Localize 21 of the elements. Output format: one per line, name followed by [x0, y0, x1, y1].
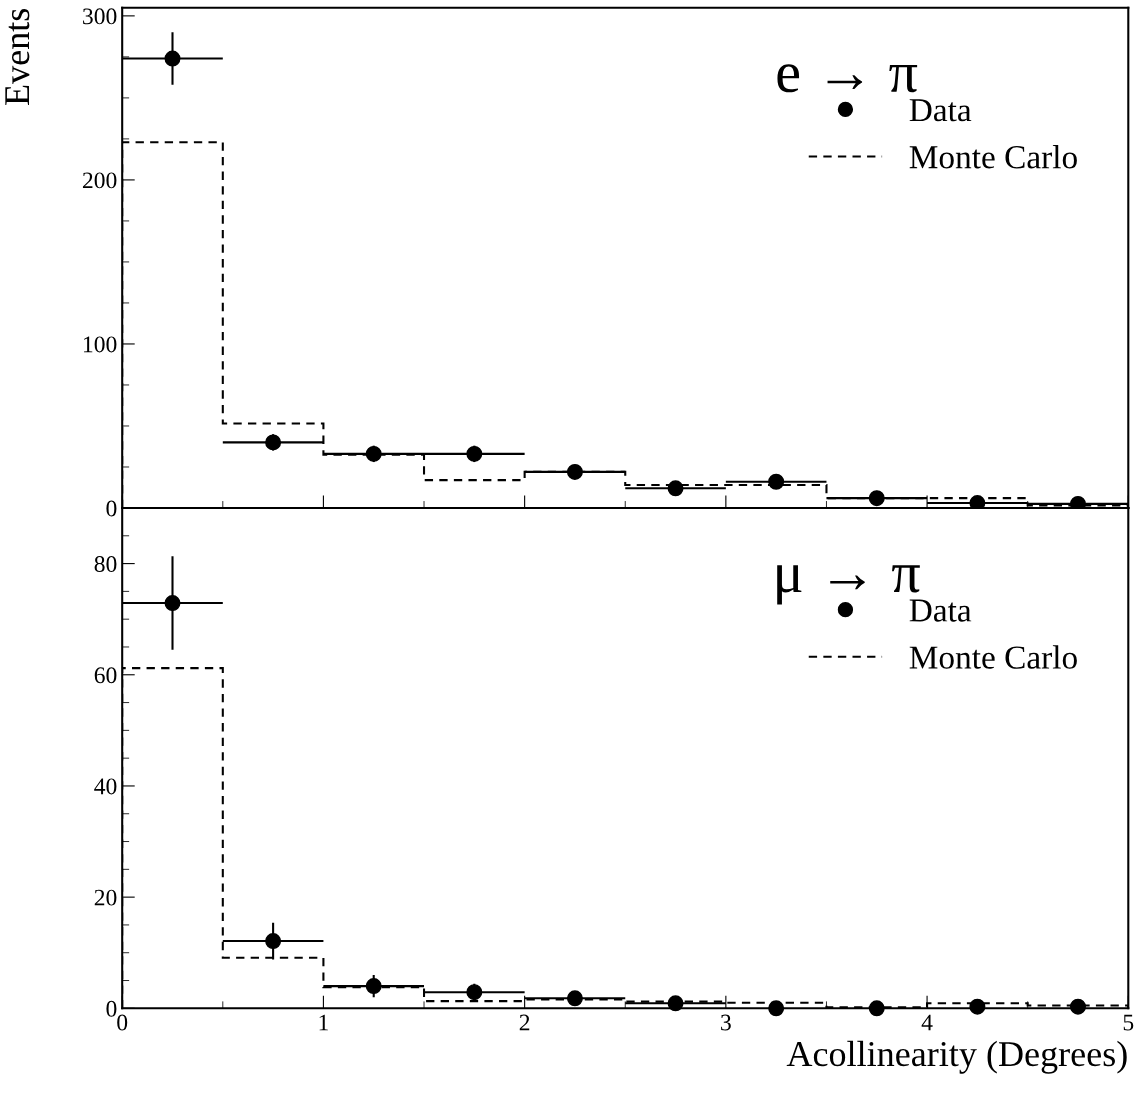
y-tick-label: 60: [94, 667, 117, 684]
x-tick-label: 2: [519, 1014, 530, 1031]
y-tick-label: 0: [106, 500, 117, 517]
y-axis-title: Events: [5, 8, 30, 105]
y-tick-label: 40: [94, 778, 117, 795]
x-tick-label: 1: [319, 1014, 328, 1031]
y-tick-label: 100: [83, 336, 117, 353]
y-tick-label: 300: [83, 8, 117, 25]
x-tick-label: 0: [117, 1014, 128, 1031]
x-tick-label: 5: [1123, 1014, 1134, 1031]
legend-label: Data: [909, 99, 972, 122]
annotation: e → π: [777, 64, 918, 93]
legend-label: Monte Carlo: [909, 145, 1077, 169]
x-axis-title: Acollinearity (Degrees): [786, 1040, 1127, 1074]
y-tick-label: 200: [82, 172, 117, 189]
legend-label: Monte Carlo: [909, 645, 1077, 669]
x-tick-label: 4: [921, 1014, 933, 1031]
y-tick-label: 0: [106, 1000, 117, 1017]
y-tick-label: 20: [94, 889, 117, 906]
x-tick-label: 3: [721, 1014, 731, 1031]
y-tick-label: 80: [94, 556, 117, 573]
